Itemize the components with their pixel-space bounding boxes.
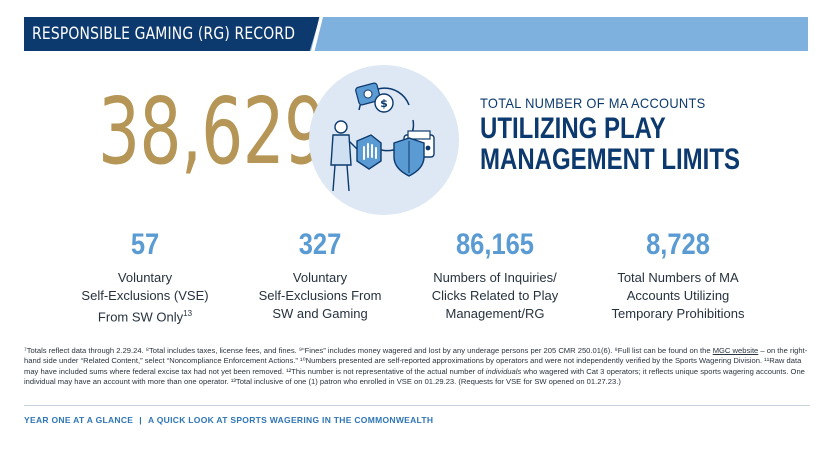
- footer-right: A QUICK LOOK AT SPORTS WAGERING IN THE C…: [147, 415, 434, 425]
- stat-label-line: From SW Only13: [50, 305, 240, 326]
- stat-label-line: Self-Exclusions From: [258, 288, 382, 303]
- page-footer: YEAR ONE AT A GLANCE | A QUICK LOOK AT SPO…: [24, 415, 433, 425]
- stop-hand-icon: [356, 134, 382, 170]
- footer-divider: [24, 405, 810, 406]
- hero-title-line1: UTILIZING PLAY: [480, 112, 666, 145]
- stat-label-text: From SW Only: [97, 309, 184, 325]
- stat-label-line: Accounts Utilizing: [626, 288, 730, 303]
- stat-value: 86,165: [455, 228, 534, 261]
- banner-dark-bar: [24, 17, 320, 51]
- svg-text:$: $: [380, 97, 388, 110]
- illustration-circle: $: [309, 65, 459, 215]
- stat-value: 327: [298, 228, 342, 261]
- chip-icon: [355, 82, 381, 106]
- stat-label-line: Temporary Prohibitions: [611, 306, 745, 321]
- stat-value: 8,728: [646, 228, 710, 261]
- dollar-coin-icon: $: [374, 93, 394, 113]
- footnote-text: – on the right-hand side under “Related …: [24, 346, 808, 376]
- stat-temporary-prohibitions: 8,728 Total Numbers of MA Accounts Utili…: [583, 228, 773, 323]
- stat-label-line: Numbers of Inquiries/: [433, 270, 557, 285]
- section-title: RESPONSIBLE GAMING (RG) RECORD: [32, 24, 296, 44]
- illustration: $: [330, 82, 435, 192]
- footnote-ref: 13: [183, 309, 193, 318]
- stat-inquiries: 86,165 Numbers of Inquiries/ Clicks Rela…: [400, 228, 590, 323]
- footnote-text: who wagered with Cat 3 operators; it ref…: [24, 366, 805, 386]
- stat-value: 57: [130, 228, 160, 261]
- section-banner: RESPONSIBLE GAMING (RG) RECORD: [24, 17, 808, 51]
- stat-label-line: Clicks Related to Play: [431, 288, 559, 303]
- stat-label: Total Numbers of MA Accounts Utilizing T…: [583, 269, 773, 323]
- stat-label-line: Self-Exclusions (VSE): [81, 288, 209, 303]
- person-icon: [330, 120, 358, 192]
- stat-label-line: Voluntary: [292, 270, 348, 285]
- footnote-text: ⁷Totals reflect data through 2.29.24. ⁸T…: [24, 346, 713, 355]
- stat-label: Numbers of Inquiries/ Clicks Related to …: [400, 269, 590, 323]
- hero-title: UTILIZING PLAY MANAGEMENT LIMITS: [480, 113, 740, 175]
- stat-label-line: Total Numbers of MA: [617, 270, 739, 285]
- shield-icon: [393, 137, 425, 177]
- hero-title-line2: MANAGEMENT LIMITS: [480, 143, 740, 176]
- stat-vse-sw: 57 Voluntary Self-Exclusions (VSE) From …: [50, 228, 240, 326]
- stat-vse-sw-gaming: 327 Voluntary Self-Exclusions From SW an…: [225, 228, 415, 323]
- stat-label-line: Voluntary: [117, 270, 173, 285]
- stat-label-line: SW and Gaming: [272, 306, 368, 321]
- stat-label: Voluntary Self-Exclusions From SW and Ga…: [225, 269, 415, 323]
- mgc-website-link[interactable]: MGC website: [712, 346, 759, 355]
- footnote-emphasis: individuals: [485, 366, 522, 376]
- footer-left: YEAR ONE AT A GLANCE: [24, 415, 134, 425]
- stat-label-line: Management/RG: [445, 306, 545, 321]
- stat-label: Voluntary Self-Exclusions (VSE) From SW …: [50, 269, 240, 326]
- footnotes: ⁷Totals reflect data through 2.29.24. ⁸T…: [24, 346, 814, 387]
- hero-subtitle: TOTAL NUMBER OF MA ACCOUNTS: [480, 95, 706, 111]
- hero-value: 38,629: [98, 78, 326, 185]
- footer-separator: |: [139, 415, 142, 425]
